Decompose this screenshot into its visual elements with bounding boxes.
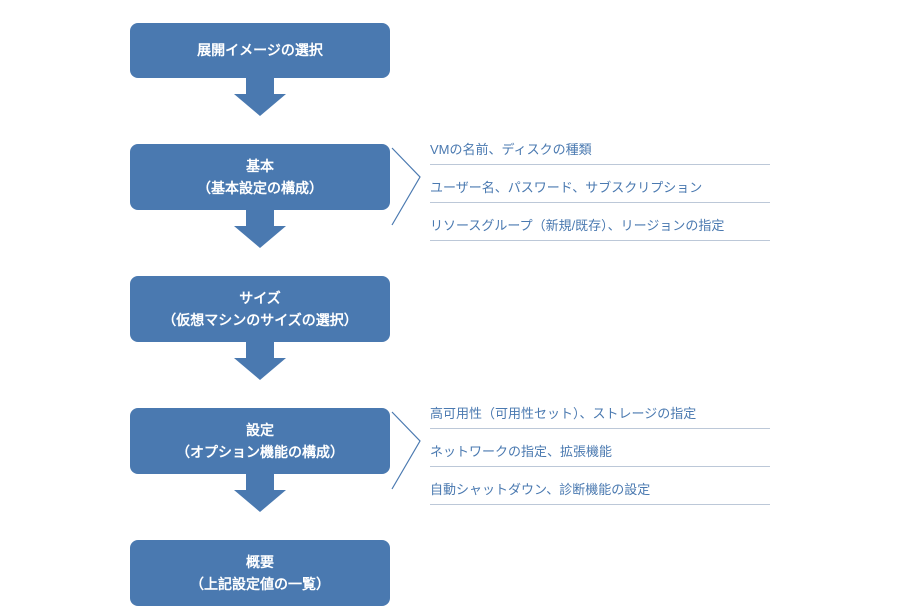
- annotation-0-2: リソースグループ（新規/既存）、リージョンの指定: [430, 215, 770, 241]
- annotation-1-2: 自動シャットダウン、診断機能の設定: [430, 479, 770, 505]
- flow-arrow-2-head: [234, 358, 286, 380]
- annotation-bracket-0: [386, 142, 426, 231]
- flow-node-4-line-0: 概要: [246, 551, 274, 573]
- flow-node-0: 展開イメージの選択: [130, 23, 390, 78]
- flow-node-4: 概要（上記設定値の一覧）: [130, 540, 390, 606]
- flow-node-3-line-0: 設定: [246, 419, 274, 441]
- flow-arrow-2-stem: [246, 342, 274, 358]
- flow-node-2-line-1: （仮想マシンのサイズの選択）: [162, 309, 358, 331]
- flow-arrow-3-stem: [246, 474, 274, 490]
- annotation-0-0-text: VMの名前、ディスクの種類: [430, 142, 592, 157]
- flow-node-1-line-0: 基本: [246, 155, 274, 177]
- annotation-1-2-text: 自動シャットダウン、診断機能の設定: [430, 482, 650, 497]
- flow-arrow-3-head: [234, 490, 286, 512]
- annotation-0-1: ユーザー名、パスワード、サブスクリプション: [430, 177, 770, 203]
- flow-node-0-line-0: 展開イメージの選択: [197, 39, 323, 61]
- annotation-0-2-text: リソースグループ（新規/既存）、リージョンの指定: [430, 218, 724, 233]
- annotation-1-0-text: 高可用性（可用性セット）、ストレージの指定: [430, 406, 696, 421]
- annotation-0-1-text: ユーザー名、パスワード、サブスクリプション: [430, 180, 702, 195]
- flow-node-3: 設定（オプション機能の構成）: [130, 408, 390, 474]
- flow-arrow-0-stem: [246, 78, 274, 94]
- flow-node-2: サイズ（仮想マシンのサイズの選択）: [130, 276, 390, 342]
- flow-node-3-line-1: （オプション機能の構成）: [176, 441, 344, 463]
- annotation-1-1: ネットワークの指定、拡張機能: [430, 441, 770, 467]
- flow-node-1-line-1: （基本設定の構成）: [197, 177, 323, 199]
- annotation-1-0: 高可用性（可用性セット）、ストレージの指定: [430, 403, 770, 429]
- flow-arrow-1-head: [234, 226, 286, 248]
- flow-node-2-line-0: サイズ: [239, 287, 281, 309]
- flow-arrow-1-stem: [246, 210, 274, 226]
- annotation-0-0: VMの名前、ディスクの種類: [430, 139, 770, 165]
- flow-arrow-0-head: [234, 94, 286, 116]
- flow-node-4-line-1: （上記設定値の一覧）: [190, 573, 330, 595]
- flow-node-1: 基本（基本設定の構成）: [130, 144, 390, 210]
- annotation-bracket-1: [386, 406, 426, 495]
- annotation-1-1-text: ネットワークの指定、拡張機能: [430, 444, 612, 459]
